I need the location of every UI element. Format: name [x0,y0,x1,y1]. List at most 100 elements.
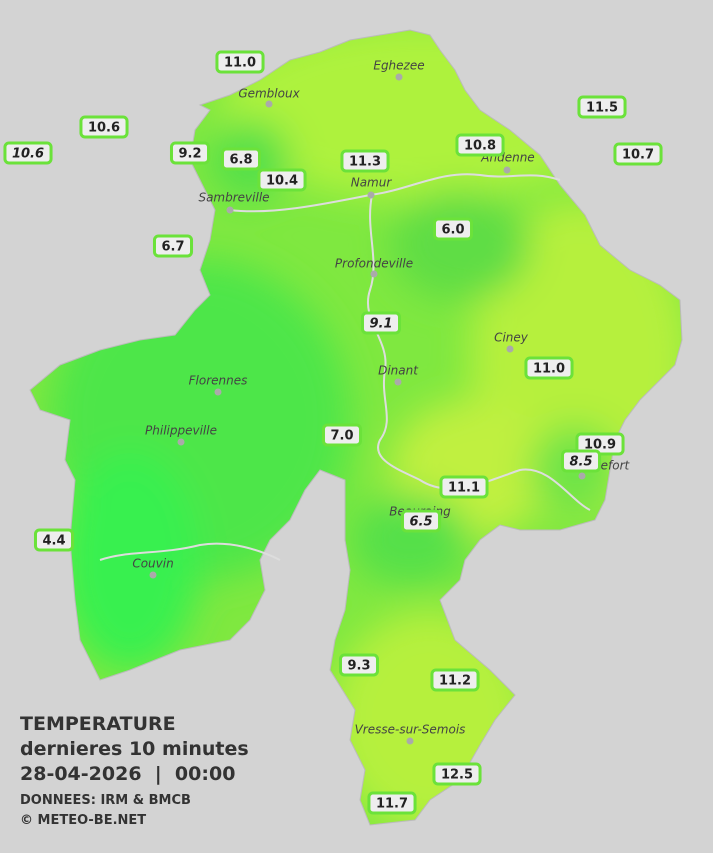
station-box [79,115,129,139]
station-value: 12.5 [441,768,473,783]
city-dot [177,438,185,446]
station-box [321,423,363,447]
station-value: 10.8 [464,139,496,154]
rivers [99,173,591,561]
station-value: 7.0 [330,429,353,444]
legend-title: TEMPERATURE [20,713,176,735]
station-value: 10.7 [622,148,654,163]
station-value: 10.6 [88,121,120,136]
station-value: 11.7 [376,797,408,812]
city-dot [149,571,157,579]
station-value: 6.7 [161,240,184,255]
station: 4.4 [33,528,75,552]
city-label: Profondeville [335,257,413,271]
station-value: 11.3 [349,155,381,170]
station: 10.6 [3,141,53,165]
station: 10.8 [455,133,505,157]
station-value: 11.0 [224,56,256,71]
city-label: Sambreville [198,191,269,205]
station-box [455,133,505,157]
legend-source: DONNEES: IRM & BMCB [20,793,191,808]
city-label: Namur [351,176,393,190]
station-box [33,528,75,552]
station-box [560,449,602,473]
city-label: Vresse-sur-Semois [355,723,466,737]
station: 10.7 [613,142,663,166]
legend-copyright: © METEO-BE.NET [20,813,146,828]
station: 11.3 [340,149,390,173]
city-label: Florennes [189,374,248,388]
station-box [432,762,482,786]
city-dot [395,73,403,81]
station-value: 8.5 [569,455,592,470]
city-label: Dinant [378,364,419,378]
station-box [432,217,474,241]
legend: TEMPERATURE dernieres 10 minutes 28-04-2… [20,713,249,828]
city-dot [367,191,375,199]
station-value: 6.5 [409,515,432,530]
city-label: Ciney [494,331,529,345]
station: 9.1 [360,311,402,335]
station: 9.2 [169,141,211,165]
station-box [400,509,442,533]
station-box [439,475,489,499]
city-label: Couvin [132,557,173,571]
station: 7.0 [321,423,363,447]
station-box [430,668,480,692]
station-box [613,142,663,166]
legend-subtitle: dernieres 10 minutes [20,738,249,760]
station: 11.0 [215,50,265,74]
station: 8.5 [560,449,602,473]
city-dot [578,472,586,480]
legend-datetime: 28-04-2026 | 00:00 [20,763,235,785]
station-box [524,356,574,380]
station-value: 11.1 [448,481,480,496]
station: 6.0 [432,217,474,241]
station: 10.6 [79,115,129,139]
city-label: Philippeville [145,424,217,438]
station-value: 10.4 [266,174,298,189]
station-value: 11.2 [439,674,471,689]
station: 6.7 [152,234,194,258]
station: 11.5 [577,95,627,119]
city-dot [226,206,234,214]
station: 11.0 [524,356,574,380]
station: 10.4 [257,168,307,192]
station-box [257,168,307,192]
station-box [215,50,265,74]
station-box [360,311,402,335]
station-value: 10.6 [12,147,44,162]
city-label: Gembloux [238,87,300,101]
station-value: 6.8 [229,153,252,168]
stations: 11.0 10.6 10.6 9.2 6.8 10.4 11.3 10.8 11.5 10.7 6.… [3,50,663,815]
station: 9.3 [338,653,380,677]
station: 11.2 [430,668,480,692]
station-box [338,653,380,677]
station-value: 10.9 [584,438,616,453]
city-label: Eghezee [373,59,424,73]
station-box [577,95,627,119]
station-box [340,149,390,173]
station: 6.8 [220,147,262,171]
station-value: 11.5 [586,101,618,116]
city-dot [506,345,514,353]
station: 11.1 [439,475,489,499]
station-box [152,234,194,258]
station-value: 6.0 [441,223,464,238]
city-dot [406,737,414,745]
station: 12.5 [432,762,482,786]
station-box [220,147,262,171]
station-box [3,141,53,165]
city-dot [394,378,402,386]
city-dot [503,166,511,174]
station-value: 11.0 [533,362,565,377]
station-box [367,791,417,815]
station-value: 4.4 [42,534,65,549]
station-box [169,141,211,165]
station-value: 9.2 [178,147,201,162]
station: 6.5 [400,509,442,533]
city-dot [265,100,273,108]
station: 11.7 [367,791,417,815]
station-value: 9.3 [347,659,370,674]
